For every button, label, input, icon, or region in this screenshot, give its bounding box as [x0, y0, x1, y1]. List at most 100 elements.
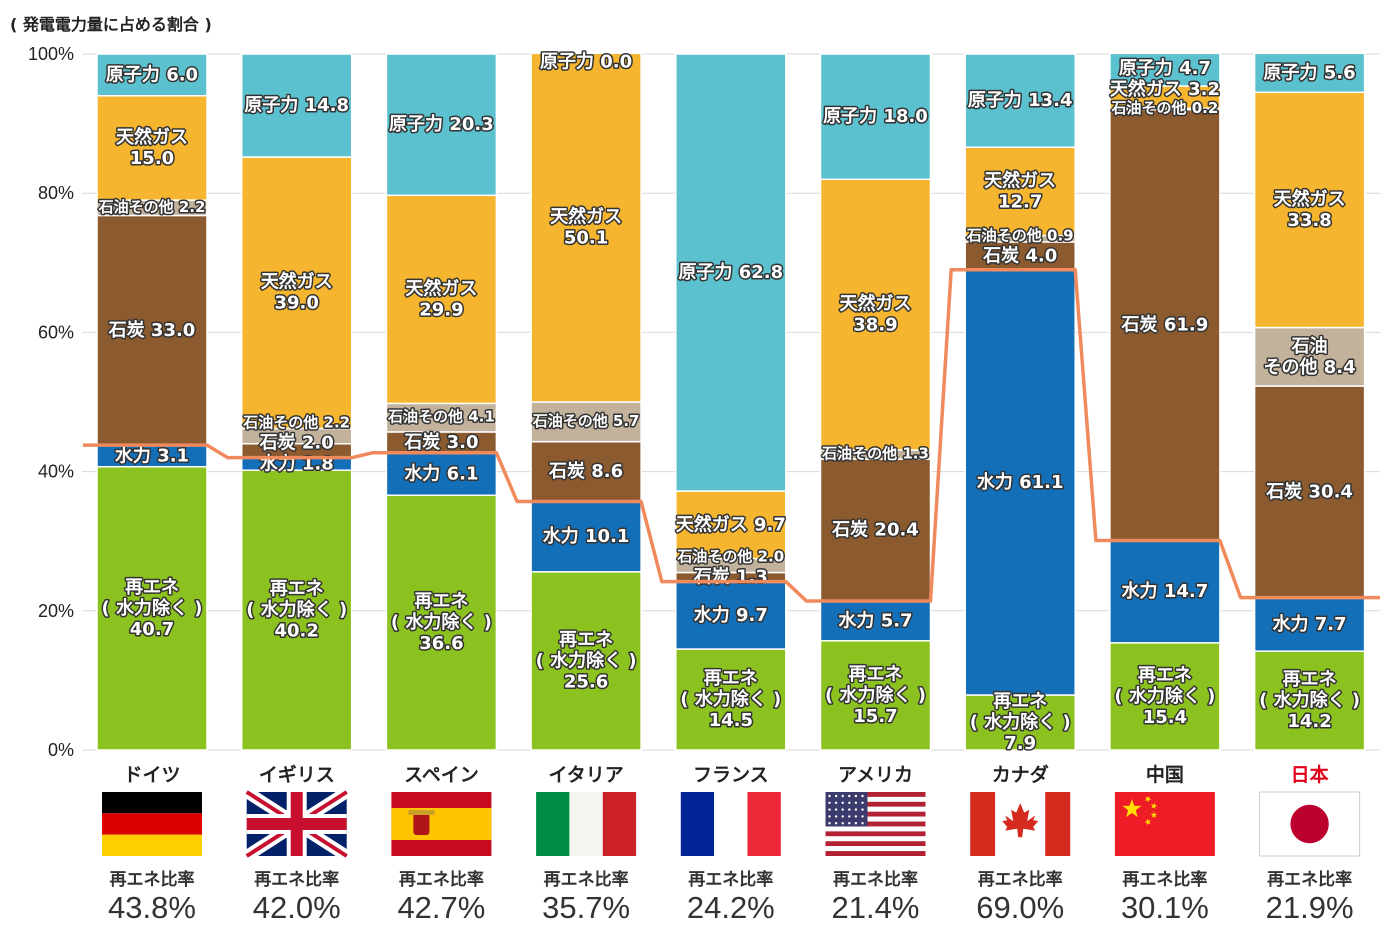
- renew-label: 再エネ( 水力除く ) 7.9: [970, 691, 1071, 754]
- japan-flag: [1259, 791, 1361, 857]
- flag-stripe: [825, 821, 926, 827]
- y-tick-label: 40%: [38, 462, 74, 482]
- country-name: イギリス: [259, 764, 335, 786]
- bar-8: 再エネ( 水力除く ) 14.2 水力 7.7 石炭 30.4 石油その他 8.4 天然ガ…: [1253, 52, 1366, 751]
- ratio-value: 69.0%: [976, 890, 1064, 925]
- oil-label: 石油その他 4.1: [387, 408, 495, 426]
- oil-label: 石油その他 2.0: [676, 548, 784, 566]
- y-tick-label: 100%: [28, 44, 74, 64]
- renew-segment: [964, 694, 1076, 751]
- bar-0: 再エネ( 水力除く ) 40.7 水力 3.1 石炭 33.0 石油その他 2.2 天然ガ…: [96, 53, 208, 751]
- coal-label: 石炭 30.4: [1265, 480, 1353, 502]
- flag-field: [1114, 792, 1215, 856]
- country-name: フランス: [693, 764, 769, 786]
- star-icon: [848, 801, 851, 804]
- gas-segment: [1253, 91, 1366, 329]
- ratio-label: 再エネ比率: [833, 869, 918, 890]
- flag-stripe: [569, 792, 603, 856]
- hydro-label: 水力 10.1: [543, 525, 630, 547]
- germany-flag: [102, 792, 202, 856]
- ratio-label: 再エネ比率: [110, 869, 195, 890]
- china-flag: [1114, 792, 1215, 856]
- flag-stripe: [825, 792, 926, 797]
- star-icon: [841, 822, 844, 825]
- coal-label: 石炭 8.6: [548, 460, 623, 482]
- hydro-segment: [385, 452, 498, 497]
- star-icon: [834, 808, 838, 811]
- nuclear-segment: [1253, 52, 1366, 94]
- france-flag: [680, 792, 781, 856]
- star-icon: [854, 801, 858, 804]
- nuclear-label: 原子力 4.7: [1119, 58, 1211, 79]
- gas-segment: [530, 52, 642, 403]
- renew-label: 再エネ( 水力除く ) 15.7: [825, 664, 926, 727]
- uk-flag: [243, 786, 350, 862]
- coal-label: 石炭 3.0: [403, 431, 478, 453]
- nuclear-segment: [1109, 52, 1221, 87]
- star-icon: [848, 794, 851, 798]
- star-icon: [841, 794, 844, 798]
- star-icon: [834, 815, 838, 818]
- coal-label: 石炭 1.3: [693, 566, 768, 588]
- bar-5: 再エネ( 水力除く ) 15.7 水力 5.7 石炭 20.4 石油その他 1.3 天然ガ…: [819, 53, 932, 751]
- nuclear-segment: [819, 53, 932, 181]
- y-tick-label: 80%: [38, 183, 74, 203]
- star-icon: [861, 815, 864, 818]
- canada-flag: [970, 792, 1071, 856]
- star-icon: [854, 822, 858, 825]
- flag-stripe: [825, 836, 926, 842]
- star-icon: [854, 815, 858, 818]
- star-icon: [828, 801, 831, 804]
- star-icon: [828, 822, 831, 825]
- coal-label: 石炭 4.0: [982, 244, 1057, 266]
- coat-of-arms-icon: [413, 813, 430, 835]
- star-icon: [841, 808, 844, 811]
- oil-label: 石油その他 1.3: [821, 445, 929, 463]
- coal-segment: [819, 458, 932, 602]
- hydro-label: 水力 1.8: [260, 452, 334, 474]
- renewable-ratio-line: [83, 268, 1380, 603]
- country-name: スペイン: [404, 764, 479, 786]
- hydro-segment: [964, 269, 1076, 696]
- gas-segment: [240, 156, 353, 430]
- ratio-label: 再エネ比率: [1267, 869, 1352, 890]
- renew-segment: [1109, 642, 1221, 751]
- flag-stripe: [680, 792, 715, 856]
- flag-stripe: [825, 826, 926, 832]
- flag-canton: [825, 792, 868, 827]
- renew-segment: [385, 494, 498, 751]
- coal-label: 石炭 2.0: [259, 431, 334, 453]
- country-name: アメリカ: [838, 764, 913, 786]
- hydro-segment: [1253, 596, 1366, 652]
- star-icon: [854, 808, 858, 811]
- renew-label: 再エネ( 水力除く ) 36.6: [391, 591, 492, 654]
- gas-label: 天然ガス 9.7: [676, 513, 786, 535]
- star-icon: [828, 808, 831, 811]
- ratio-value: 35.7%: [542, 890, 630, 925]
- hydro-label: 水力 6.1: [404, 463, 478, 485]
- flag-sun: [1290, 804, 1329, 844]
- nuclear-label: 原子力 14.8: [244, 95, 349, 116]
- flag-stripe: [825, 851, 926, 856]
- star-icon: [1122, 799, 1142, 818]
- hydro-segment: [819, 600, 932, 642]
- flag-stripe: [102, 834, 202, 856]
- flag-stripe: [825, 806, 926, 812]
- ratio-label: 再エネ比率: [978, 869, 1063, 890]
- flag-stripe: [714, 792, 748, 856]
- renew-label: 再エネ( 水力除く ) 15.4: [1114, 665, 1215, 728]
- star-icon: [848, 815, 851, 818]
- oil-label: 石油その他 2.2: [98, 198, 206, 216]
- ratio-label: 再エネ比率: [1122, 869, 1207, 890]
- coat-of-arms-icon: [408, 810, 435, 815]
- country-name: 中国: [1146, 763, 1184, 786]
- gas-label: 天然ガス 50.1: [550, 206, 622, 249]
- gas-segment: [675, 490, 787, 560]
- ratio-label: 再エネ比率: [254, 869, 339, 890]
- hydro-label: 水力 14.7: [1122, 580, 1209, 602]
- nuclear-segment: [240, 53, 353, 158]
- flag-stripe: [1045, 792, 1071, 856]
- flag-stripe: [825, 841, 926, 847]
